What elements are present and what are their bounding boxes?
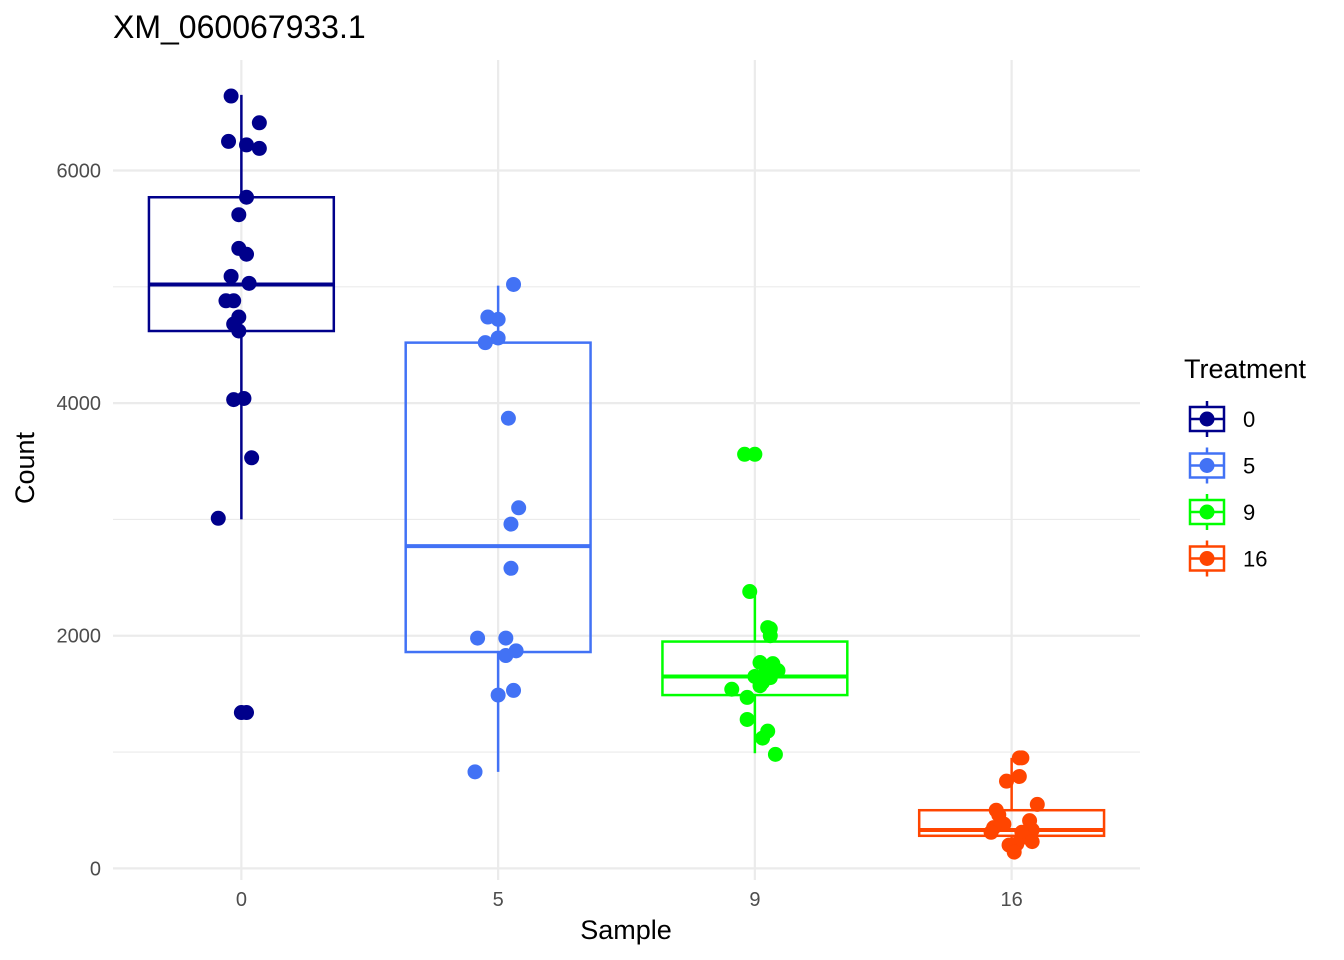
legend-key-point [1199, 551, 1215, 566]
data-point [490, 311, 506, 327]
data-point [226, 293, 242, 309]
data-point [1011, 768, 1027, 784]
legend-key-point [1199, 411, 1215, 427]
data-point [737, 446, 753, 462]
y-tick-label: 4000 [57, 393, 102, 415]
boxes [147, 94, 1106, 853]
data-point [467, 764, 483, 780]
y-axis-title: Count [10, 431, 40, 504]
box-iqr [661, 640, 849, 697]
data-point [223, 88, 239, 104]
data-point [511, 500, 527, 516]
data-point [231, 323, 247, 339]
data-point [221, 133, 237, 149]
data-point [1014, 750, 1030, 766]
data-point [998, 773, 1014, 789]
legend-key-point [1199, 504, 1215, 520]
data-point [724, 681, 740, 697]
data-point [477, 335, 493, 351]
data-point [506, 276, 522, 292]
data-point [767, 746, 783, 762]
x-tick-labels: 0 5 9 16 [236, 889, 1023, 911]
data-point [742, 584, 758, 600]
x-tick-label: 16 [1001, 889, 1023, 911]
legend-key-point [1199, 458, 1215, 473]
data-point [752, 678, 768, 694]
data-point [762, 628, 778, 644]
data-point [490, 330, 506, 346]
x-tick-label: 5 [493, 889, 504, 911]
data-point [752, 654, 768, 670]
data-point [239, 705, 255, 721]
data-point [470, 630, 486, 646]
data-point [755, 730, 771, 746]
chart-title: XM_060067933.1 [113, 9, 366, 45]
data-point [241, 275, 257, 291]
data-point [739, 689, 755, 705]
data-point [503, 560, 519, 576]
data-point [231, 207, 247, 223]
y-tick-labels: 0 2000 4000 6000 [57, 160, 102, 880]
x-axis-title: Sample [580, 915, 672, 945]
data-point [251, 140, 267, 156]
data-point [503, 516, 519, 532]
x-tick-label: 9 [749, 889, 760, 911]
data-point [739, 711, 755, 727]
legend-label: 9 [1243, 500, 1255, 525]
data-point [236, 390, 252, 406]
legend: Treatment 0 5 9 16 [1184, 354, 1307, 577]
data-point [210, 510, 226, 526]
data-point [498, 630, 514, 646]
data-point [1006, 844, 1022, 860]
grid [113, 60, 1140, 880]
data-point [244, 450, 260, 466]
y-tick-label: 2000 [57, 626, 102, 648]
legend-label: 0 [1243, 407, 1255, 432]
data-point [239, 246, 255, 262]
data-point [1024, 834, 1040, 850]
data-point [983, 824, 999, 840]
data-point [223, 268, 239, 284]
data-point [251, 115, 267, 131]
points [210, 88, 1045, 860]
data-point [490, 687, 506, 703]
legend-title: Treatment [1184, 354, 1307, 384]
data-point [239, 137, 255, 153]
data-point [500, 410, 516, 426]
legend-label: 5 [1243, 454, 1255, 479]
data-point [747, 446, 763, 462]
legend-label: 16 [1243, 547, 1267, 572]
data-point [506, 682, 522, 698]
x-tick-label: 0 [236, 889, 247, 911]
data-point [1029, 796, 1045, 812]
data-point [498, 648, 514, 664]
box-iqr [917, 808, 1106, 838]
y-tick-label: 0 [90, 858, 101, 880]
y-tick-label: 6000 [57, 160, 102, 182]
data-point [239, 189, 255, 205]
